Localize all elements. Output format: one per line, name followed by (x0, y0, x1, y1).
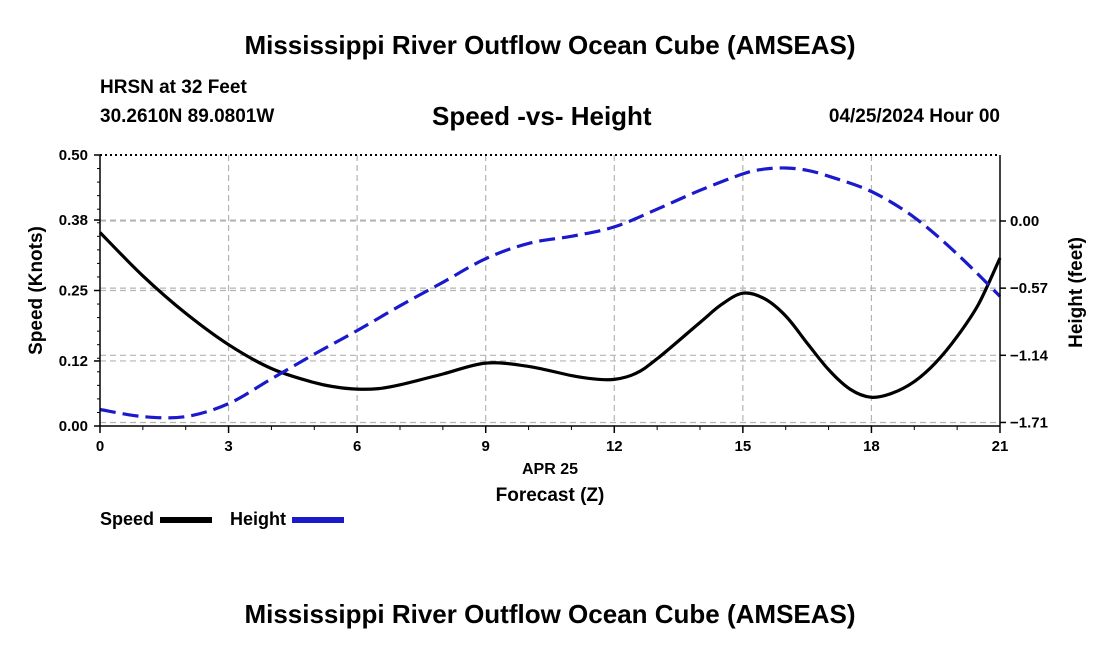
y-right-tick-label: −1.71 (1010, 414, 1048, 431)
series-line-speed (98, 231, 1002, 399)
legend-speed-swatch (160, 517, 212, 523)
legend-speed-label: Speed (100, 509, 155, 529)
x-tick-label: 0 (96, 438, 104, 455)
x-tick-label: 9 (482, 438, 490, 455)
x-axis-title: Forecast (Z) (496, 485, 605, 506)
y-right-tick-label: −1.14 (1010, 347, 1049, 364)
y-left-axis-title: Speed (Knots) (26, 226, 47, 355)
legend-height-swatch (292, 517, 344, 523)
page-title: Mississippi River Outflow Ocean Cube (AM… (244, 30, 856, 60)
y-right-tick-label: 0.00 (1010, 213, 1039, 230)
y-left-tick-label: 0.38 (59, 212, 88, 229)
x-tick-label: 18 (863, 438, 880, 455)
timestamp: 04/25/2024 Hour 00 (828, 106, 1000, 127)
station-name: HRSN at 32 Feet (100, 77, 247, 98)
footer-title: Mississippi River Outflow Ocean Cube (AM… (244, 599, 856, 629)
x-tick-label: 12 (606, 438, 623, 455)
x-axis-date-label: APR 25 (522, 461, 578, 478)
x-tick-label: 21 (992, 438, 1009, 455)
y-left-tick-label: 0.25 (59, 283, 88, 300)
y-left-tick-label: 0.12 (59, 353, 88, 370)
y-left-tick-label: 0.00 (59, 418, 88, 435)
station-coords: 30.2610N 89.0801W (100, 106, 275, 127)
y-right-tick-label: −0.57 (1010, 280, 1048, 297)
chart-heading: Speed -vs- Height (432, 101, 652, 131)
x-tick-label: 6 (353, 438, 361, 455)
x-tick-label: 15 (735, 438, 752, 455)
x-tick-label: 3 (224, 438, 232, 455)
series-line-height (99, 166, 1002, 420)
y-left-tick-label: 0.50 (59, 147, 88, 164)
speed-height-chart: 0 3 6 9 12 15 18 21 0.00 0.12 0.25 0.38 0.50 0.00 −0.5… (26, 147, 1087, 506)
y-right-axis-title: Height (feet) (1066, 237, 1087, 348)
legend-height-label: Height (230, 509, 286, 529)
